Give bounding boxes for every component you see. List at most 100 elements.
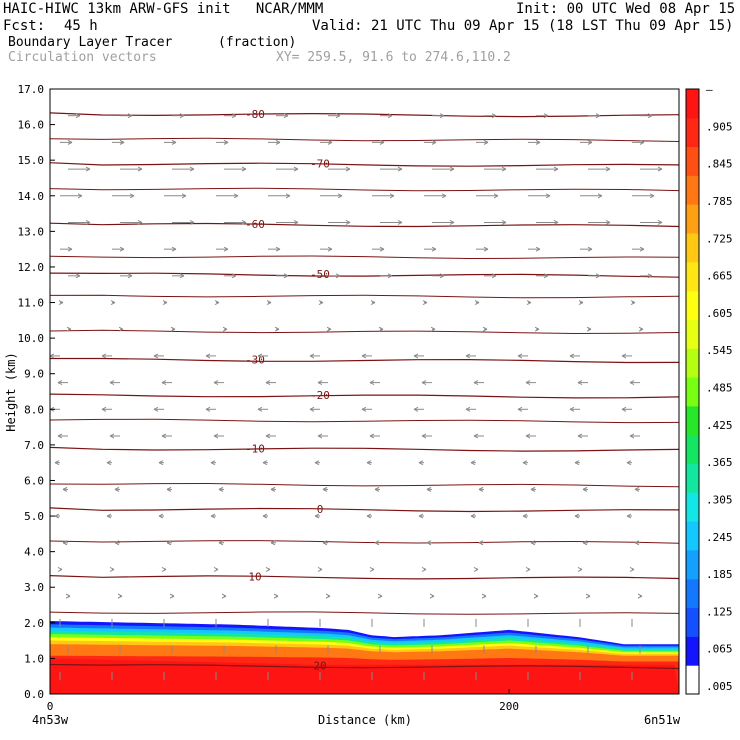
- x-axis: 0 200: [47, 689, 519, 713]
- vector-arrowhead: [75, 113, 81, 119]
- vector-arrowhead: [470, 460, 476, 466]
- colorbar-frame: [685, 88, 700, 695]
- vector-arrowhead: [166, 540, 172, 546]
- vector-arrowhead: [482, 326, 488, 332]
- vector-arrowhead: [265, 433, 271, 439]
- field-units: (fraction): [218, 35, 297, 50]
- vector-arrowhead: [569, 406, 575, 412]
- vector-arrowhead: [629, 566, 635, 572]
- vector-arrowhead: [218, 486, 224, 492]
- contour-label: -20: [310, 389, 330, 402]
- vector-arrowhead: [318, 300, 324, 305]
- vector-arrowhead: [473, 566, 479, 572]
- vector-arrowhead: [387, 273, 393, 279]
- vector-arrowhead: [582, 540, 588, 546]
- vector-arrowhead: [214, 300, 220, 305]
- vector-arrowhead: [275, 139, 281, 145]
- vector-arrowhead: [370, 300, 376, 305]
- vector-arrowhead: [587, 246, 593, 252]
- vector-arrowhead: [181, 193, 187, 199]
- contour-line: [49, 540, 680, 544]
- vector-arrowhead: [58, 300, 64, 305]
- contour-line: [49, 611, 680, 615]
- vector-arrowhead: [474, 300, 480, 305]
- contour-line: [49, 329, 680, 335]
- vector-arrowhead: [110, 300, 116, 305]
- vector-arrowhead: [273, 593, 279, 599]
- vector-arrowhead: [223, 246, 229, 252]
- vector-arrowhead: [574, 513, 580, 519]
- forecast-label: Fcst:: [3, 18, 46, 34]
- colorbar-swatch: [686, 89, 699, 119]
- vector-arrowhead: [158, 460, 164, 466]
- vector-arrowhead: [210, 513, 216, 519]
- vector-arrowhead: [67, 246, 73, 252]
- contour-line: [49, 294, 680, 299]
- vector-arrowhead: [109, 566, 115, 572]
- vector-arrowhead: [119, 246, 125, 252]
- vectors-label: Circulation vectors: [8, 50, 157, 65]
- vector-arrowhead: [525, 380, 531, 386]
- vector-arrowhead: [491, 113, 497, 119]
- contour-line: [49, 575, 680, 580]
- contour-line: [49, 137, 680, 142]
- x-axis-title: Distance (km): [318, 713, 412, 727]
- colorbar-label: .065: [706, 643, 733, 656]
- plot-frame: [49, 88, 680, 695]
- vector-arrowhead: [569, 353, 575, 359]
- vector-arrowhead: [525, 566, 531, 572]
- y-tick-label: 1.0: [24, 652, 44, 665]
- vector-arrowhead: [57, 433, 63, 439]
- vector-arrowhead: [129, 193, 135, 199]
- vector-arrowhead: [418, 513, 424, 519]
- contour-line: [49, 187, 680, 192]
- vector-arrowhead: [283, 273, 289, 279]
- vector-arrowhead: [317, 433, 323, 439]
- vector-arrowhead: [257, 353, 263, 359]
- vector-arrowhead: [170, 326, 176, 332]
- vector-arrowhead: [262, 460, 268, 466]
- colorbar-swatch: [686, 521, 699, 551]
- plot-title: HAIC-HIWC 13km ARW-GFS init NCAR/MMM: [3, 1, 324, 17]
- vector-arrowhead: [114, 486, 120, 492]
- vector-arrowhead: [137, 166, 143, 172]
- x-tick-label: 0: [47, 700, 54, 713]
- vector-arrowhead: [366, 460, 372, 466]
- vector-arrowhead: [574, 460, 580, 466]
- vector-arrowhead: [85, 220, 91, 225]
- vector-arrowhead: [543, 113, 549, 119]
- circulation-vectors: [49, 113, 663, 681]
- vector-arrowhead: [65, 593, 71, 599]
- y-tick-label: 0.0: [24, 688, 44, 701]
- y-tick-label: 9.0: [24, 368, 44, 381]
- vector-arrowhead: [309, 353, 315, 359]
- colorbar-swatch: [686, 405, 699, 436]
- vector-arrowhead: [421, 380, 427, 386]
- y-tick-label: 12.0: [18, 261, 45, 274]
- vector-arrowhead: [101, 353, 107, 359]
- colorbar-label: .005: [706, 680, 733, 693]
- vector-arrowhead: [345, 220, 351, 225]
- colorbar-swatch: [686, 550, 699, 580]
- contour-label: 20: [313, 660, 326, 673]
- vector-arrowhead: [649, 193, 655, 199]
- vector-arrowhead: [418, 460, 424, 466]
- vector-arrowhead: [49, 353, 55, 359]
- vector-arrowhead: [586, 326, 592, 332]
- vector-arrowhead: [647, 273, 653, 279]
- vector-arrowhead: [597, 193, 603, 199]
- colorbar-swatch: [686, 607, 699, 637]
- contour-line: [49, 507, 680, 513]
- vector-arrowhead: [422, 300, 428, 305]
- contour-line: [49, 222, 680, 228]
- contour-label: 0: [317, 503, 324, 516]
- vector-arrowhead: [213, 380, 219, 386]
- colorbar-label: .725: [706, 232, 733, 245]
- vector-arrowhead: [533, 593, 539, 599]
- colorbar-swatch: [686, 463, 699, 493]
- vector-arrowhead: [231, 113, 237, 119]
- y-tick-label: 15.0: [18, 154, 45, 167]
- colorbar-swatch: [686, 665, 699, 695]
- vector-arrowhead: [522, 460, 528, 466]
- vector-arrowhead: [449, 166, 455, 172]
